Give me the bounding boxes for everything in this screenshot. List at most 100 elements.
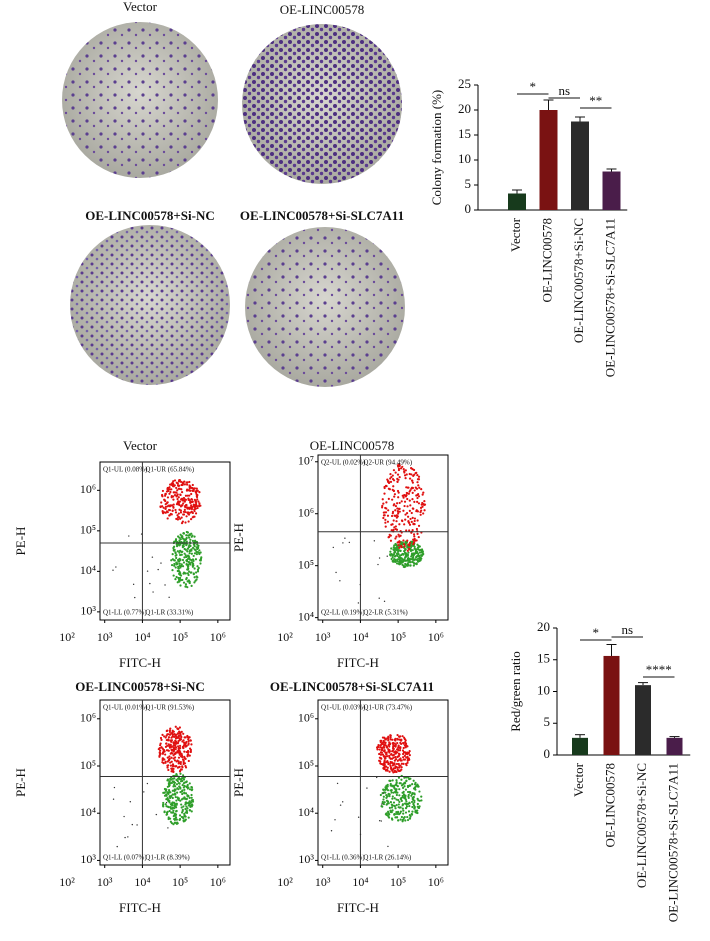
y-tick-label: 10⁴: [80, 805, 96, 819]
quadrant-label: Q1-LL (0.36%): [321, 854, 365, 862]
cell-event: [177, 576, 180, 580]
cell-event: [402, 509, 405, 512]
cell-event: [395, 514, 398, 517]
bar: [539, 110, 558, 210]
cell-event: [399, 747, 402, 750]
cell-event: [390, 757, 394, 760]
cell-event: [171, 807, 174, 810]
cell-event: [181, 565, 185, 568]
cell-event: [182, 739, 185, 742]
cell-event: [167, 487, 170, 491]
cell-event: [410, 800, 414, 804]
cell-event: [171, 789, 174, 792]
cell-event: [183, 552, 186, 555]
cell-event: [403, 776, 406, 779]
cell-event: [405, 805, 409, 808]
cell-event: [383, 514, 386, 517]
cell-event: [182, 482, 185, 485]
cell-event: [411, 516, 414, 519]
cell-event: [412, 787, 416, 790]
y-tick-label: 10⁵: [298, 758, 314, 772]
cell-event: [175, 556, 178, 560]
cell-event: [399, 544, 403, 547]
cell-event: [178, 539, 181, 542]
cell-event: [382, 502, 385, 505]
cell-event: [182, 744, 185, 747]
cell-event: [399, 810, 403, 813]
cell-event: [412, 564, 415, 567]
x-tick-label: OE-LINC00578+Si-NC: [634, 763, 649, 888]
cell-event: [395, 779, 398, 782]
cell-event: [187, 743, 190, 746]
cell-event: [382, 516, 385, 520]
cell-event: [342, 542, 344, 544]
cell-event: [393, 551, 396, 554]
cell-event: [113, 786, 116, 789]
cell-event: [402, 741, 405, 745]
cell-event: [408, 784, 411, 788]
cell-event: [405, 486, 408, 489]
cell-event: [400, 557, 403, 560]
cell-event: [396, 480, 399, 484]
cell-event: [187, 573, 190, 577]
cell-event: [413, 523, 416, 526]
cell-event: [180, 806, 183, 809]
cell-event: [395, 751, 399, 754]
cell-event: [396, 810, 400, 814]
cell-event: [167, 768, 170, 772]
cell-event: [411, 491, 414, 495]
x-tick-label: 10⁴: [352, 875, 368, 889]
cell-event: [357, 816, 360, 818]
cell-event: [389, 801, 392, 804]
cell-event: [179, 509, 183, 512]
cell-event: [183, 499, 186, 502]
cell-event: [176, 550, 180, 553]
cell-event: [176, 751, 179, 754]
cell-event: [177, 788, 180, 791]
cell-event: [188, 570, 191, 573]
cell-event: [177, 512, 180, 515]
cell-event: [405, 541, 408, 544]
quadrant-label: Q1-UL (0.08%): [103, 466, 148, 474]
cell-event: [407, 486, 410, 489]
cell-event: [389, 738, 392, 741]
cell-event: [191, 558, 194, 561]
cell-event: [179, 505, 183, 508]
cell-event: [402, 496, 405, 499]
cell-event: [182, 561, 186, 564]
y-axis-label: PE-H: [231, 768, 246, 797]
cell-event: [384, 788, 387, 791]
cell-event: [182, 782, 185, 785]
cell-event: [414, 785, 417, 788]
cell-event: [394, 790, 397, 793]
cell-event: [381, 803, 383, 805]
cell-event: [172, 754, 175, 757]
cell-event: [171, 485, 175, 488]
cell-event: [172, 750, 175, 753]
plot-frame: [317, 699, 449, 866]
cell-event: [397, 541, 400, 544]
cell-event: [166, 798, 169, 801]
cell-event: [179, 584, 182, 587]
cell-event: [196, 498, 199, 501]
cell-event: [179, 559, 182, 562]
cell-event: [411, 498, 414, 501]
cell-event: [394, 807, 397, 810]
cell-event: [409, 564, 412, 567]
cell-event: [408, 490, 411, 493]
cell-event: [377, 563, 379, 566]
cell-event: [407, 543, 410, 546]
cell-event: [162, 748, 166, 752]
cell-event: [166, 744, 169, 747]
cell-event: [398, 766, 401, 769]
cell-event: [167, 749, 170, 752]
cell-event: [334, 819, 336, 821]
cell-event: [192, 503, 195, 506]
cell-event: [417, 524, 421, 527]
cell-event: [403, 504, 406, 508]
cell-event: [396, 559, 399, 563]
cell-event: [189, 501, 192, 504]
cell-event: [410, 479, 414, 482]
cell-event: [383, 763, 386, 766]
cell-event: [174, 725, 177, 728]
